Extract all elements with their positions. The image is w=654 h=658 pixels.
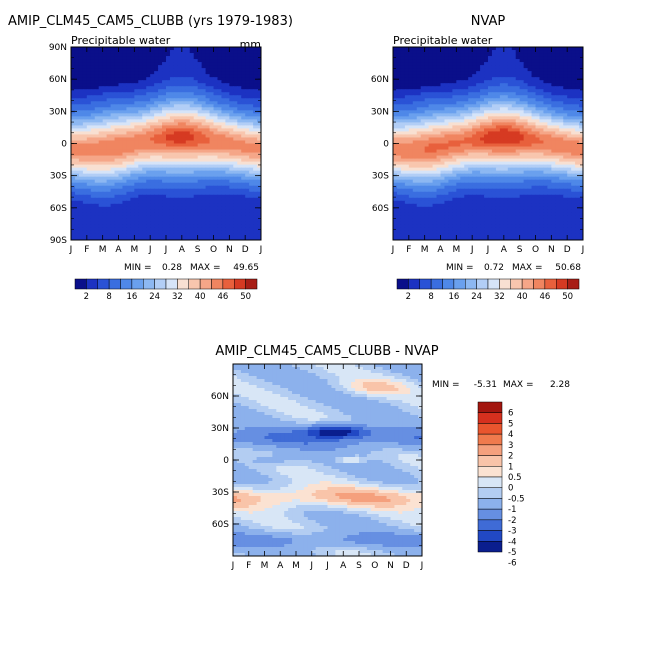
panel-model-heatmap — [71, 47, 262, 241]
panel-nvap-subtitle: Precipitable water — [393, 34, 493, 47]
y-tick-label: 60S — [50, 204, 67, 214]
panel-nvap-heatmap — [393, 47, 584, 241]
colorbar-label: 16 — [126, 292, 137, 302]
x-tick-label: M — [99, 245, 107, 255]
colorbar-swatch — [189, 279, 200, 289]
y-tick-label: 30S — [50, 172, 67, 182]
x-tick-label: J — [164, 245, 168, 255]
colorbar-swatch — [121, 279, 132, 289]
colorbar-swatch — [166, 279, 177, 289]
colorbar-label: 2 — [84, 292, 89, 302]
colorbar-swatch — [246, 279, 257, 289]
colorbar-label: 8 — [106, 292, 111, 302]
colorbar-swatch — [177, 279, 188, 289]
colorbar-swatch — [155, 279, 166, 289]
colorbar-label: 32 — [172, 292, 183, 302]
panel-model-min-label: MIN = — [124, 263, 152, 273]
y-tick-label: 90S — [50, 236, 67, 246]
panel-model-max-label: MAX = — [190, 263, 221, 273]
colorbar-label: 40 — [195, 292, 206, 302]
x-tick-label: A — [115, 245, 122, 255]
x-tick-label: D — [242, 245, 249, 255]
y-tick-label: 90N — [49, 43, 67, 53]
colorbar-swatch — [212, 279, 223, 289]
panel-model-title: AMIP_CLM45_CAM5_CLUBB (yrs 1979-1983) — [8, 14, 293, 29]
y-tick-label: 30N — [49, 107, 67, 117]
x-tick-label: S — [195, 245, 201, 255]
x-tick-label: M — [130, 245, 138, 255]
panel-model: AMIP_CLM45_CAM5_CLUBB (yrs 1979-1983) Pr… — [8, 14, 293, 302]
colorbar-swatch — [75, 279, 86, 289]
x-tick-label: O — [210, 245, 217, 255]
x-tick-label: F — [84, 245, 89, 255]
panel-nvap-title: NVAP — [471, 14, 506, 29]
x-tick-label: J — [148, 245, 152, 255]
colorbar-label: 50 — [240, 292, 251, 302]
colorbar-swatch — [109, 279, 120, 289]
panel-model-min: 0.28 — [162, 263, 182, 273]
x-tick-label: J — [259, 245, 263, 255]
y-tick-label: 60N — [49, 75, 67, 85]
colorbar-swatch — [98, 279, 109, 289]
colorbar-swatch — [234, 279, 245, 289]
colorbar-label: 46 — [217, 292, 228, 302]
x-tick-label: N — [226, 245, 233, 255]
colorbar-label: 24 — [149, 292, 160, 302]
colorbar-swatch — [132, 279, 143, 289]
colorbar-swatch — [223, 279, 234, 289]
x-tick-label: J — [69, 245, 73, 255]
panel-model-colorbar: 2 8 16 24 32 40 46 50 — [75, 279, 257, 302]
x-tick-label: A — [179, 245, 186, 255]
y-tick-label: 0 — [61, 140, 67, 150]
panel-model-subtitle: Precipitable water — [71, 34, 171, 47]
colorbar-swatch — [86, 279, 97, 289]
colorbar-swatch — [143, 279, 154, 289]
panel-model-max: 49.65 — [233, 263, 259, 273]
colorbar-swatch — [200, 279, 211, 289]
